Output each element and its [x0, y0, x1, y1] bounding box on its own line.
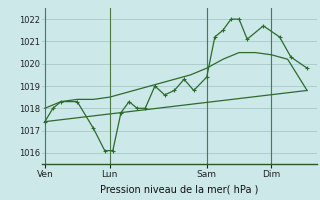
X-axis label: Pression niveau de la mer( hPa ): Pression niveau de la mer( hPa ) — [100, 184, 258, 194]
